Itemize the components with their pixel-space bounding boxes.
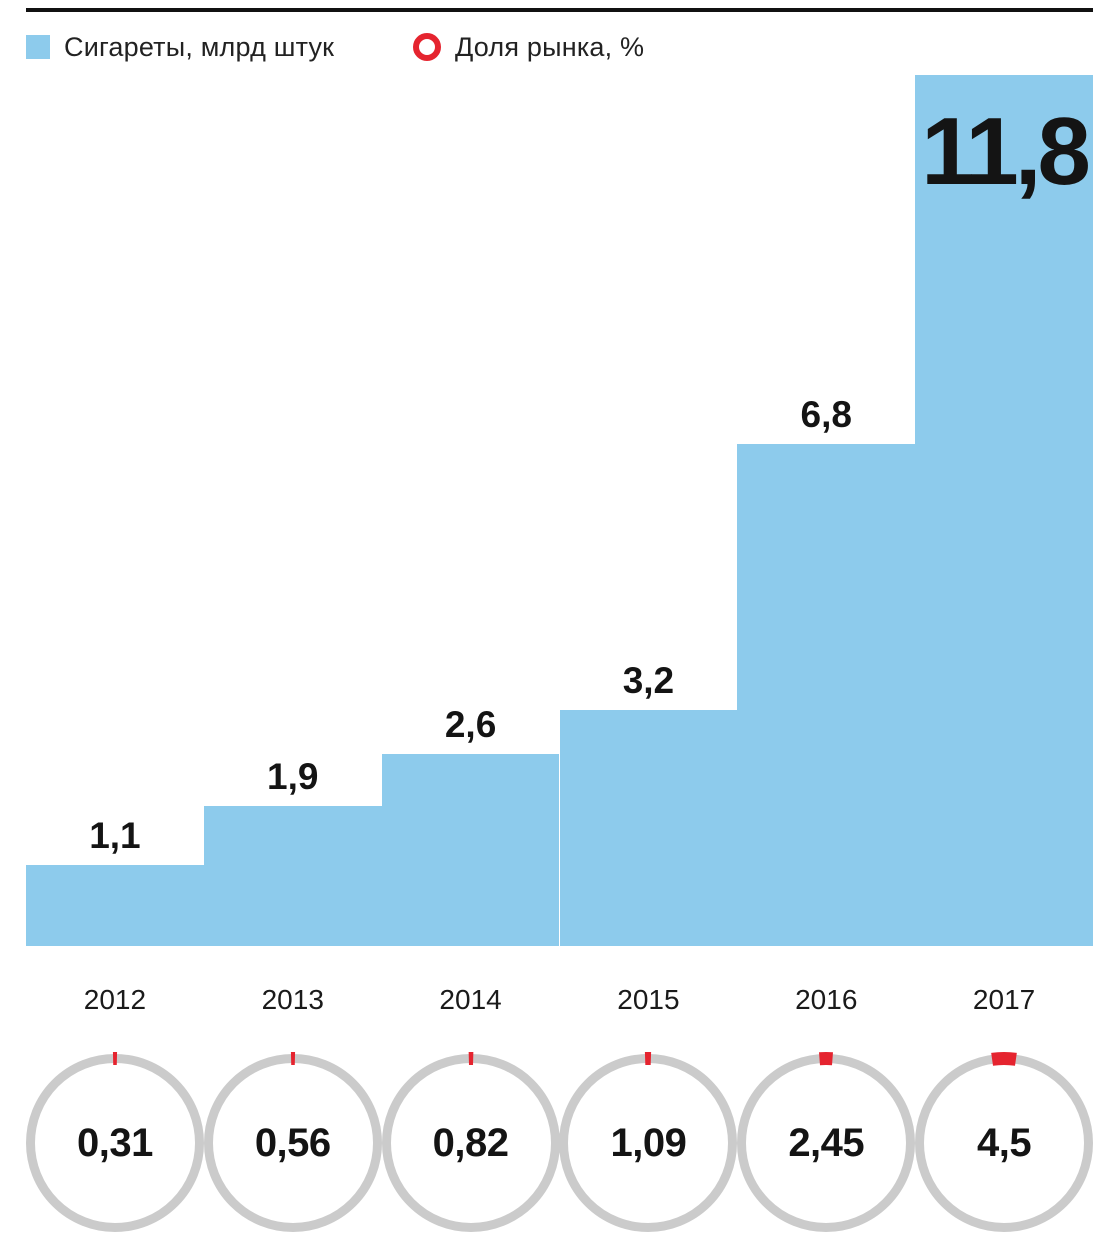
donut-2015: 1,09 — [556, 1051, 740, 1235]
donut-value-label: 0,31 — [76, 1120, 153, 1165]
bar-2014 — [381, 754, 560, 946]
bar-value-label: 11,8 — [921, 98, 1091, 205]
bar-value-label: 6,8 — [800, 394, 852, 436]
bar-2017 — [915, 75, 1093, 946]
legend-item-market-share: Доля рынка, % — [413, 30, 644, 64]
market-share-donuts: 0,31 0,56 0,82 1,09 2,45 4,5 — [23, 1051, 1096, 1235]
year-label-2017: 2017 — [972, 984, 1036, 1015]
donut-value-label: 0,56 — [254, 1120, 331, 1165]
legend-item-cigarettes: Сигареты, млрд штук — [26, 30, 334, 64]
donut-2016: 2,45 — [734, 1051, 918, 1235]
top-divider-rule — [26, 8, 1093, 12]
bar-value-label: 1,9 — [267, 755, 319, 797]
donut-ring-icon — [559, 1052, 738, 1232]
bar-value-label: 1,1 — [89, 814, 141, 856]
bar-value-label: 2,6 — [444, 704, 497, 746]
donut-value-label: 4,5 — [977, 1120, 1032, 1165]
donut-2014: 0,82 — [379, 1051, 563, 1235]
donut-ring-icon — [25, 1051, 204, 1232]
donut-value-label: 2,45 — [788, 1120, 865, 1165]
red-ring-swatch-icon — [413, 33, 441, 61]
bar-2016 — [737, 444, 916, 946]
year-label-2016: 2016 — [795, 984, 858, 1015]
legend-label-cigarettes: Сигареты, млрд штук — [64, 31, 335, 62]
blue-square-swatch-icon — [26, 35, 50, 59]
bar-2012 — [26, 864, 204, 946]
bar-2015 — [559, 709, 738, 946]
year-label-2013: 2013 — [261, 984, 324, 1015]
donut-ring-icon — [915, 1052, 1094, 1232]
donut-2012: 0,31 — [23, 1051, 207, 1235]
step-bar-chart: 1,1 1,9 2,6 3,2 6,8 11,8 — [26, 75, 1093, 946]
bar-value-label: 3,2 — [622, 659, 675, 701]
year-label-2014: 2014 — [439, 984, 502, 1015]
year-label-2012: 2012 — [83, 984, 147, 1015]
donut-value-label: 0,82 — [432, 1120, 509, 1165]
legend-label-market-share: Доля рынка, % — [455, 31, 645, 62]
donut-ring-icon — [737, 1052, 916, 1232]
year-label-2015: 2015 — [617, 984, 680, 1015]
donut-ring-icon — [203, 1051, 382, 1232]
donut-2017: 4,5 — [912, 1051, 1096, 1235]
donut-ring-icon — [381, 1052, 560, 1232]
year-axis: 2012 2013 2014 2015 2016 2017 — [26, 984, 1093, 1016]
bar-2013 — [203, 805, 382, 946]
legend: Сигареты, млрд штук Доля рынка, % — [26, 30, 1093, 64]
donut-2013: 0,56 — [201, 1051, 385, 1235]
donut-value-label: 1,09 — [610, 1120, 687, 1165]
